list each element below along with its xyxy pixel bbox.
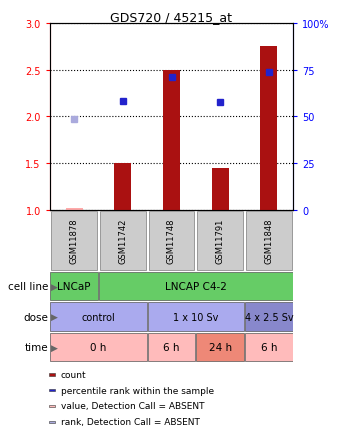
Bar (212, 168, 229, 210)
Bar (50, 302, 147, 331)
Bar (245, 333, 293, 362)
Text: LNCAP C4-2: LNCAP C4-2 (165, 282, 227, 291)
Bar (163, 70, 180, 210)
Text: dose: dose (23, 312, 48, 322)
Text: 6 h: 6 h (163, 342, 180, 352)
Bar (99, 272, 293, 301)
Text: LNCaP: LNCaP (57, 282, 91, 291)
Text: 24 h: 24 h (209, 342, 232, 352)
Bar (66, 209, 83, 210)
Bar (51, 212, 97, 270)
Bar (149, 212, 194, 270)
Bar (246, 212, 292, 270)
Text: GDS720 / 45215_at: GDS720 / 45215_at (110, 11, 233, 24)
Text: 1 x 10 Sv: 1 x 10 Sv (173, 312, 218, 322)
Text: control: control (82, 312, 115, 322)
Bar (114, 164, 131, 210)
Text: ▶: ▶ (51, 282, 58, 291)
Text: GSM11791: GSM11791 (216, 218, 225, 263)
Bar (100, 212, 146, 270)
Text: GSM11742: GSM11742 (118, 218, 127, 263)
Text: ▶: ▶ (51, 312, 58, 321)
Text: percentile rank within the sample: percentile rank within the sample (60, 386, 214, 395)
Bar (147, 302, 244, 331)
Text: 4 x 2.5 Sv: 4 x 2.5 Sv (245, 312, 293, 322)
Text: 0 h: 0 h (90, 342, 107, 352)
Text: cell line: cell line (8, 282, 48, 291)
Bar (196, 333, 244, 362)
Bar (49, 389, 55, 391)
Text: GSM11878: GSM11878 (70, 218, 79, 263)
Bar (147, 333, 196, 362)
Text: count: count (60, 370, 86, 379)
Bar (50, 272, 98, 301)
Text: rank, Detection Call = ABSENT: rank, Detection Call = ABSENT (60, 418, 199, 426)
Text: time: time (24, 342, 48, 352)
Bar (197, 212, 243, 270)
Bar (50, 333, 147, 362)
Bar (260, 47, 277, 210)
Text: value, Detection Call = ABSENT: value, Detection Call = ABSENT (60, 401, 204, 411)
Bar (245, 302, 293, 331)
Bar (49, 374, 55, 376)
Text: GSM11848: GSM11848 (264, 218, 273, 263)
Text: ▶: ▶ (51, 343, 58, 352)
Text: 6 h: 6 h (261, 342, 277, 352)
Bar (49, 405, 55, 407)
Text: GSM11748: GSM11748 (167, 218, 176, 263)
Bar (49, 421, 55, 423)
